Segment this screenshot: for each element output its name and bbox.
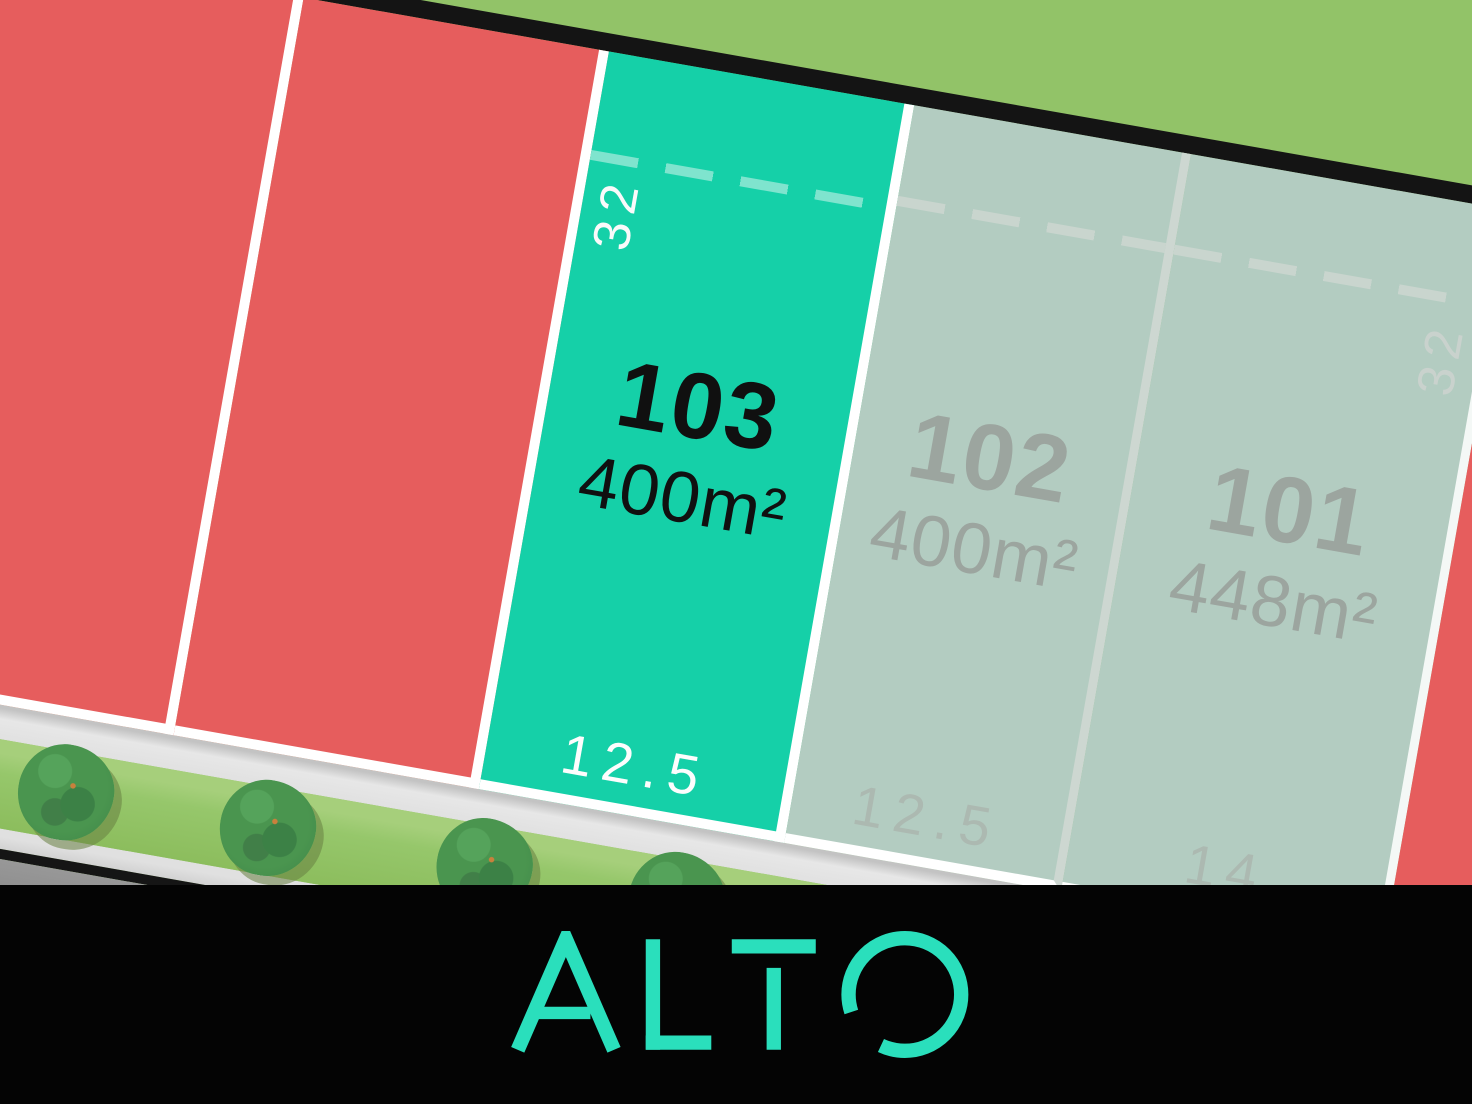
alto-logo — [511, 931, 969, 1058]
logo-letter-o — [841, 931, 969, 1058]
logo-letter-a — [511, 931, 621, 1053]
lot-101-frontage-label: 14 — [1180, 831, 1273, 885]
brand-footer — [0, 885, 1472, 1104]
site-plan: 32 103 400m² 12.5 102 400m² 12.5 — [0, 0, 1472, 885]
lot-102-label: 102 400m² — [833, 386, 1132, 611]
rotated-plan: 32 103 400m² 12.5 102 400m² 12.5 — [0, 0, 1472, 885]
lot-101-label: 101 448m² — [1110, 435, 1454, 668]
lot-103-label: 103 400m² — [528, 332, 855, 562]
setback-dashed-line — [896, 195, 1167, 253]
lot-101-depth-label: 32 — [1406, 317, 1472, 401]
